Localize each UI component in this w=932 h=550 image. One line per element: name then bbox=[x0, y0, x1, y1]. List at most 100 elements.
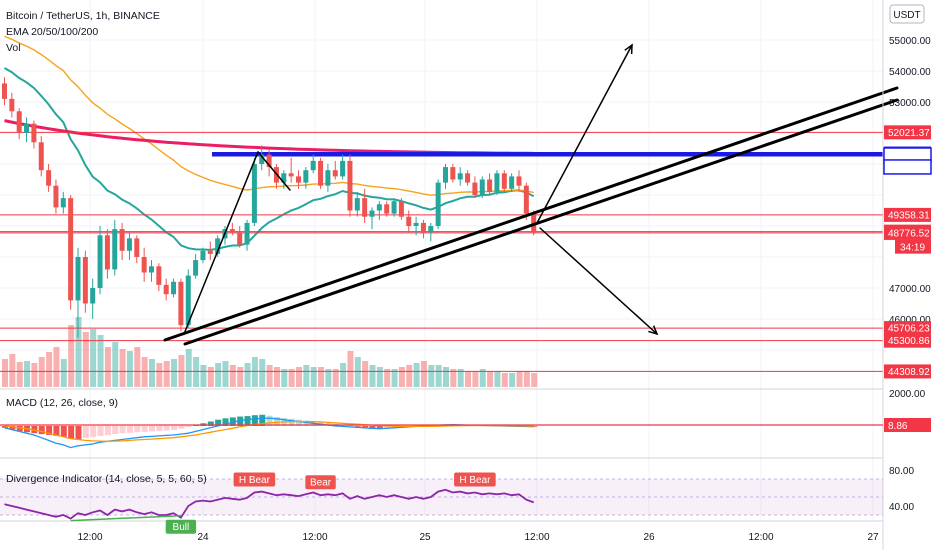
candle-body bbox=[340, 160, 346, 177]
candle bbox=[46, 164, 52, 192]
time-axis[interactable]: 12:00 24 12:00 25 12:00 26 12:00 27 bbox=[77, 532, 879, 543]
ema-legend[interactable]: EMA 20/50/100/200 bbox=[6, 26, 98, 38]
price-tick-label: 54000.00 bbox=[889, 67, 931, 78]
macd-histogram-bar bbox=[273, 417, 280, 426]
svg-text:H Bear: H Bear bbox=[459, 475, 491, 486]
currency-badge[interactable]: USDT bbox=[889, 4, 925, 24]
candle-body bbox=[406, 216, 412, 226]
candle-body bbox=[68, 198, 74, 301]
candle bbox=[141, 247, 147, 282]
candle bbox=[465, 170, 471, 186]
candle-body bbox=[104, 235, 110, 270]
bear-label: H Bear bbox=[454, 472, 496, 487]
candle bbox=[229, 222, 235, 236]
candle-body bbox=[318, 160, 324, 186]
candle-body bbox=[420, 222, 426, 233]
price-axis[interactable]: 55000.00 54000.00 53000.00 47000.00 46000.00… bbox=[883, 36, 932, 513]
price-level-tag: 49358.31 bbox=[884, 207, 931, 222]
candle-body bbox=[134, 238, 140, 257]
volume-bar bbox=[318, 367, 325, 387]
candle bbox=[347, 154, 353, 217]
volume-bar bbox=[523, 371, 530, 387]
divergence-legend[interactable]: Divergence Indicator (14, close, 5, 5, 6… bbox=[6, 473, 207, 485]
macd-histogram-bar bbox=[251, 415, 258, 426]
currency-badge-label: USDT bbox=[893, 10, 920, 21]
volume-bar bbox=[531, 373, 538, 387]
candle-body bbox=[509, 176, 515, 189]
oscillator-tick-label: 80.00 bbox=[889, 466, 914, 477]
price-tick-label: 47000.00 bbox=[889, 284, 931, 295]
svg-text:Bull: Bull bbox=[173, 522, 190, 533]
candle-body bbox=[450, 167, 456, 180]
candle-body bbox=[126, 238, 132, 251]
price-level-tag: 45300.86 bbox=[884, 333, 931, 348]
volume-bar bbox=[38, 357, 45, 387]
candle bbox=[185, 269, 191, 329]
candle bbox=[31, 120, 37, 149]
candle-body bbox=[156, 266, 162, 285]
volume-bar bbox=[229, 365, 236, 387]
macd-histogram-bar bbox=[38, 426, 45, 435]
candle-body bbox=[149, 266, 154, 273]
volume-bar bbox=[516, 371, 523, 387]
macd-legend[interactable]: MACD (12, 26, close, 9) bbox=[6, 397, 118, 409]
chart-title: Bitcoin / TetherUS, 1h, BINANCE bbox=[6, 10, 160, 22]
candle bbox=[207, 241, 213, 261]
macd-histogram-bar bbox=[149, 426, 155, 432]
macd-histogram-bar bbox=[303, 420, 310, 426]
price-tick-label: 55000.00 bbox=[889, 36, 931, 47]
volume-bar bbox=[237, 367, 244, 387]
volume-bar bbox=[200, 365, 207, 387]
candle-body bbox=[303, 170, 309, 183]
divergence-pane: H Bear Bear H Bear Bull bbox=[0, 472, 883, 534]
svg-text:45300.86: 45300.86 bbox=[888, 336, 930, 347]
bear-arrow-head bbox=[648, 325, 659, 336]
candle-body bbox=[2, 83, 7, 99]
macd-pane: 8.86 bbox=[0, 414, 931, 449]
candle bbox=[193, 253, 199, 279]
candle bbox=[134, 235, 140, 264]
candle-body bbox=[112, 229, 118, 270]
price-level-tag: 45706.23 bbox=[884, 321, 931, 336]
candle bbox=[318, 157, 324, 189]
candle-body bbox=[46, 170, 52, 186]
volume-bar bbox=[435, 365, 442, 387]
candle-body bbox=[376, 204, 382, 211]
candle-body bbox=[259, 154, 265, 164]
candle bbox=[384, 201, 390, 217]
time-tick-label: 27 bbox=[867, 532, 879, 543]
candle bbox=[104, 229, 110, 279]
macd-histogram-bar bbox=[126, 426, 133, 433]
candle bbox=[171, 278, 177, 298]
bull-arrow-head bbox=[624, 43, 633, 55]
impulse-line bbox=[183, 151, 259, 335]
candle bbox=[523, 182, 529, 220]
candle bbox=[90, 278, 96, 319]
candle-body bbox=[384, 204, 390, 214]
volume-bar bbox=[222, 361, 229, 387]
candle bbox=[53, 179, 59, 214]
volume-bar bbox=[413, 363, 420, 387]
bear-scenario-arrow bbox=[539, 227, 658, 335]
volume-bar bbox=[156, 363, 163, 387]
candle-body bbox=[516, 176, 522, 186]
volume-bar bbox=[347, 351, 354, 387]
candle bbox=[75, 247, 81, 338]
candle bbox=[494, 170, 500, 195]
volume-bar bbox=[141, 357, 148, 387]
candle-body bbox=[443, 167, 448, 183]
candle bbox=[288, 157, 294, 183]
candle bbox=[149, 260, 154, 282]
candle bbox=[406, 210, 412, 233]
macd-histogram-bar bbox=[296, 419, 302, 426]
candle bbox=[266, 148, 272, 177]
volume-legend[interactable]: Vol bbox=[6, 42, 21, 54]
ema-50-line bbox=[4, 35, 534, 196]
volume-bar bbox=[149, 359, 155, 387]
bull-divergence-line bbox=[70, 514, 181, 522]
volume-bar bbox=[369, 365, 376, 387]
candle-body bbox=[38, 142, 44, 171]
candle bbox=[435, 179, 441, 230]
volume-bar bbox=[24, 361, 31, 387]
volume-bar bbox=[16, 362, 23, 387]
